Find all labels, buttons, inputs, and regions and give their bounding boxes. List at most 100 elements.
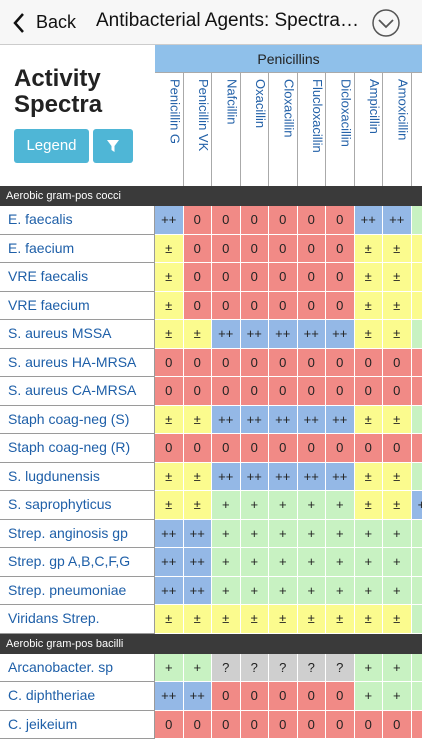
cell: 0 [240, 291, 269, 320]
cell: 0 [326, 263, 355, 292]
legend-button[interactable]: Legend [14, 129, 89, 163]
cell: 0 [240, 263, 269, 292]
row-label[interactable]: VRE faecalis [0, 263, 155, 292]
cell: + [411, 605, 422, 634]
cell: 0 [326, 710, 355, 739]
cell: 0 [383, 710, 412, 739]
cell: ++ [326, 405, 355, 434]
row-label[interactable]: E. faecium [0, 234, 155, 263]
cell: ± [297, 605, 326, 634]
cell: 0 [212, 682, 241, 711]
cell: ± [155, 605, 184, 634]
cell: ± [411, 234, 422, 263]
cell: ± [383, 491, 412, 520]
row-label[interactable]: Staph coag-neg (R) [0, 434, 155, 463]
cell: ++ [212, 320, 241, 349]
cell: + [269, 491, 298, 520]
cell: ± [383, 263, 412, 292]
cell: 0 [326, 682, 355, 711]
cell: ? [326, 653, 355, 682]
cell: 0 [212, 291, 241, 320]
cell: ± [155, 234, 184, 263]
cell: 0 [411, 377, 422, 406]
cell: ± [155, 263, 184, 292]
cell: 0 [183, 234, 212, 263]
back-chevron[interactable] [12, 12, 26, 34]
row-label[interactable]: VRE faecium [0, 291, 155, 320]
row-label[interactable]: S. aureus CA-MRSA [0, 377, 155, 406]
cell: ++ [183, 682, 212, 711]
cell: + [411, 682, 422, 711]
cell: 0 [240, 434, 269, 463]
group-header: Penicillins [155, 45, 422, 73]
cell: 0 [155, 377, 184, 406]
cell: ± [183, 605, 212, 634]
row-label[interactable]: S. aureus MSSA [0, 320, 155, 349]
cell: ++ [240, 405, 269, 434]
cell: + [411, 206, 422, 235]
cell: + [297, 548, 326, 577]
column-header: Penicillin G [155, 73, 184, 186]
filter-button[interactable] [93, 129, 133, 163]
cell: 0 [326, 377, 355, 406]
row-label[interactable]: Strep. pneumoniae [0, 576, 155, 605]
cell: ± [383, 320, 412, 349]
cell: ± [383, 234, 412, 263]
cell: ± [212, 605, 241, 634]
cell: 0 [354, 710, 383, 739]
row-label[interactable]: Viridans Strep. [0, 605, 155, 634]
cell: ± [411, 263, 422, 292]
cell: + [183, 653, 212, 682]
column-header: Cloxacillin [269, 73, 298, 186]
panel-title: Activity Spectra [14, 65, 103, 118]
row-label[interactable]: E. faecalis [0, 206, 155, 235]
row-label[interactable]: Arcanobacter. sp [0, 653, 155, 682]
cell: + [411, 405, 422, 434]
cell: 0 [212, 348, 241, 377]
row-label[interactable]: Strep. gp A,B,C,F,G [0, 548, 155, 577]
cell: ± [155, 491, 184, 520]
cell: + [269, 548, 298, 577]
cell: ++ [326, 320, 355, 349]
row-label[interactable]: Staph coag-neg (S) [0, 405, 155, 434]
cell: 0 [326, 348, 355, 377]
cell: 0 [354, 348, 383, 377]
cell: 0 [411, 348, 422, 377]
row-label[interactable]: S. aureus HA-MRSA [0, 348, 155, 377]
cell: ++ [411, 491, 422, 520]
cell: ++ [183, 519, 212, 548]
row-label[interactable]: Strep. anginosis gp [0, 519, 155, 548]
cell: + [212, 519, 241, 548]
menu-button[interactable] [371, 8, 401, 38]
row-label[interactable]: S. lugdunensis [0, 462, 155, 491]
cell: 0 [383, 348, 412, 377]
row-label[interactable]: C. jeikeium [0, 710, 155, 739]
cell: 0 [183, 348, 212, 377]
cell: ++ [155, 519, 184, 548]
cell: + [212, 576, 241, 605]
cell: ± [183, 491, 212, 520]
cell: ++ [240, 462, 269, 491]
back-button[interactable]: Back [36, 12, 77, 32]
nav-bar: Back Antibacterial Agents: Spectra… [0, 0, 422, 45]
cell: + [297, 491, 326, 520]
cell: 0 [354, 434, 383, 463]
cell: ++ [155, 682, 184, 711]
cell: + [240, 548, 269, 577]
cell: ± [155, 291, 184, 320]
column-header: Penicillin VK [184, 73, 212, 186]
cell: 0 [297, 206, 326, 235]
cell: 0 [155, 348, 184, 377]
cell: + [326, 576, 355, 605]
cell: ++ [269, 462, 298, 491]
cell: 0 [183, 206, 212, 235]
row-label[interactable]: S. saprophyticus [0, 491, 155, 520]
cell: 0 [240, 682, 269, 711]
cell: 0 [297, 710, 326, 739]
row-label[interactable]: C. diphtheriae [0, 682, 155, 711]
cell: + [297, 576, 326, 605]
cell: ++ [155, 206, 184, 235]
cell: ± [155, 320, 184, 349]
cell: 0 [155, 434, 184, 463]
